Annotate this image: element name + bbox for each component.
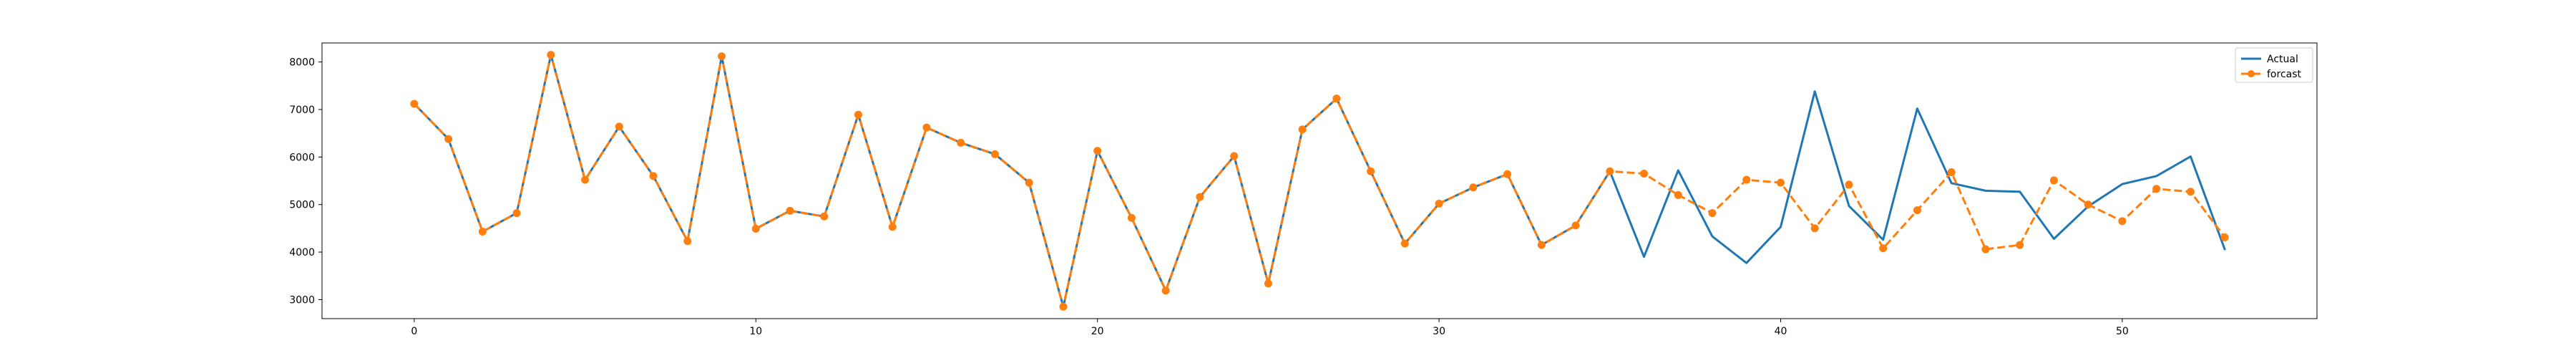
data-point	[786, 206, 794, 215]
data-point	[820, 212, 829, 221]
data-point	[2016, 241, 2024, 249]
y-tick-label: 8000	[289, 57, 315, 69]
data-point	[1981, 245, 1990, 253]
series-layer	[410, 51, 2229, 311]
data-point	[615, 122, 623, 131]
y-tick-label: 4000	[289, 247, 315, 258]
data-point	[1059, 302, 1068, 311]
series-line-forcast	[413, 54, 2226, 308]
data-point	[2220, 233, 2229, 241]
data-point	[547, 51, 555, 59]
data-point	[1230, 152, 1239, 160]
data-point	[581, 175, 590, 184]
legend-marker	[2248, 70, 2255, 77]
data-point	[2118, 217, 2127, 226]
data-point	[1093, 147, 1102, 155]
data-point	[1196, 193, 1204, 201]
data-point	[649, 172, 658, 180]
data-point	[1400, 239, 1409, 248]
x-tick-label: 10	[749, 326, 762, 337]
legend-label: Actual	[2267, 54, 2298, 65]
data-point	[1127, 213, 1136, 222]
data-point	[1879, 244, 1888, 253]
data-point	[1367, 167, 1375, 175]
data-point	[1913, 206, 1921, 215]
data-point	[751, 225, 760, 233]
data-point	[957, 138, 965, 147]
data-point	[1161, 286, 1170, 295]
data-point	[1537, 241, 1546, 249]
data-point	[478, 228, 487, 236]
data-point	[2152, 185, 2161, 193]
data-point	[1332, 95, 1341, 103]
data-point	[1435, 199, 1443, 208]
data-point	[444, 135, 453, 143]
data-point	[990, 150, 999, 158]
data-point	[1503, 170, 1512, 178]
x-axis: 0 10 20 30 40 50	[411, 319, 2129, 337]
data-point	[1742, 175, 1751, 184]
data-point	[1469, 183, 1478, 192]
plot-frame	[321, 42, 2318, 319]
data-point	[2049, 176, 2058, 185]
y-tick-label: 5000	[289, 200, 315, 211]
x-tick-label: 0	[411, 326, 417, 337]
x-tick-label: 50	[2116, 326, 2129, 337]
y-tick-label: 3000	[289, 294, 315, 306]
legend: Actual forcast	[2235, 47, 2313, 83]
data-point	[410, 100, 419, 108]
data-point	[1025, 178, 1033, 187]
legend-label: forcast	[2267, 69, 2302, 80]
y-tick-label: 7000	[289, 105, 315, 116]
data-point	[512, 209, 521, 218]
data-point	[1640, 170, 1649, 178]
data-point	[1674, 190, 1682, 199]
data-point	[1264, 279, 1272, 288]
x-tick-label: 30	[1433, 326, 1445, 337]
data-point	[1571, 221, 1580, 230]
data-point	[1298, 125, 1307, 134]
data-point	[1606, 167, 1614, 175]
data-point	[922, 123, 931, 132]
data-point	[1810, 224, 1819, 233]
y-axis: 3000 4000 5000 6000 7000 8000	[289, 57, 322, 306]
data-point	[1776, 178, 1785, 187]
data-point	[2084, 200, 2092, 209]
data-point	[1845, 180, 1853, 189]
data-point	[683, 237, 692, 246]
data-point	[854, 110, 863, 119]
data-point	[718, 52, 726, 61]
data-point	[888, 223, 897, 231]
data-point	[1947, 168, 1956, 177]
x-tick-label: 20	[1091, 326, 1104, 337]
data-point	[2186, 188, 2195, 196]
x-tick-label: 40	[1775, 326, 1787, 337]
y-tick-label: 6000	[289, 152, 315, 163]
data-point	[1708, 209, 1717, 218]
